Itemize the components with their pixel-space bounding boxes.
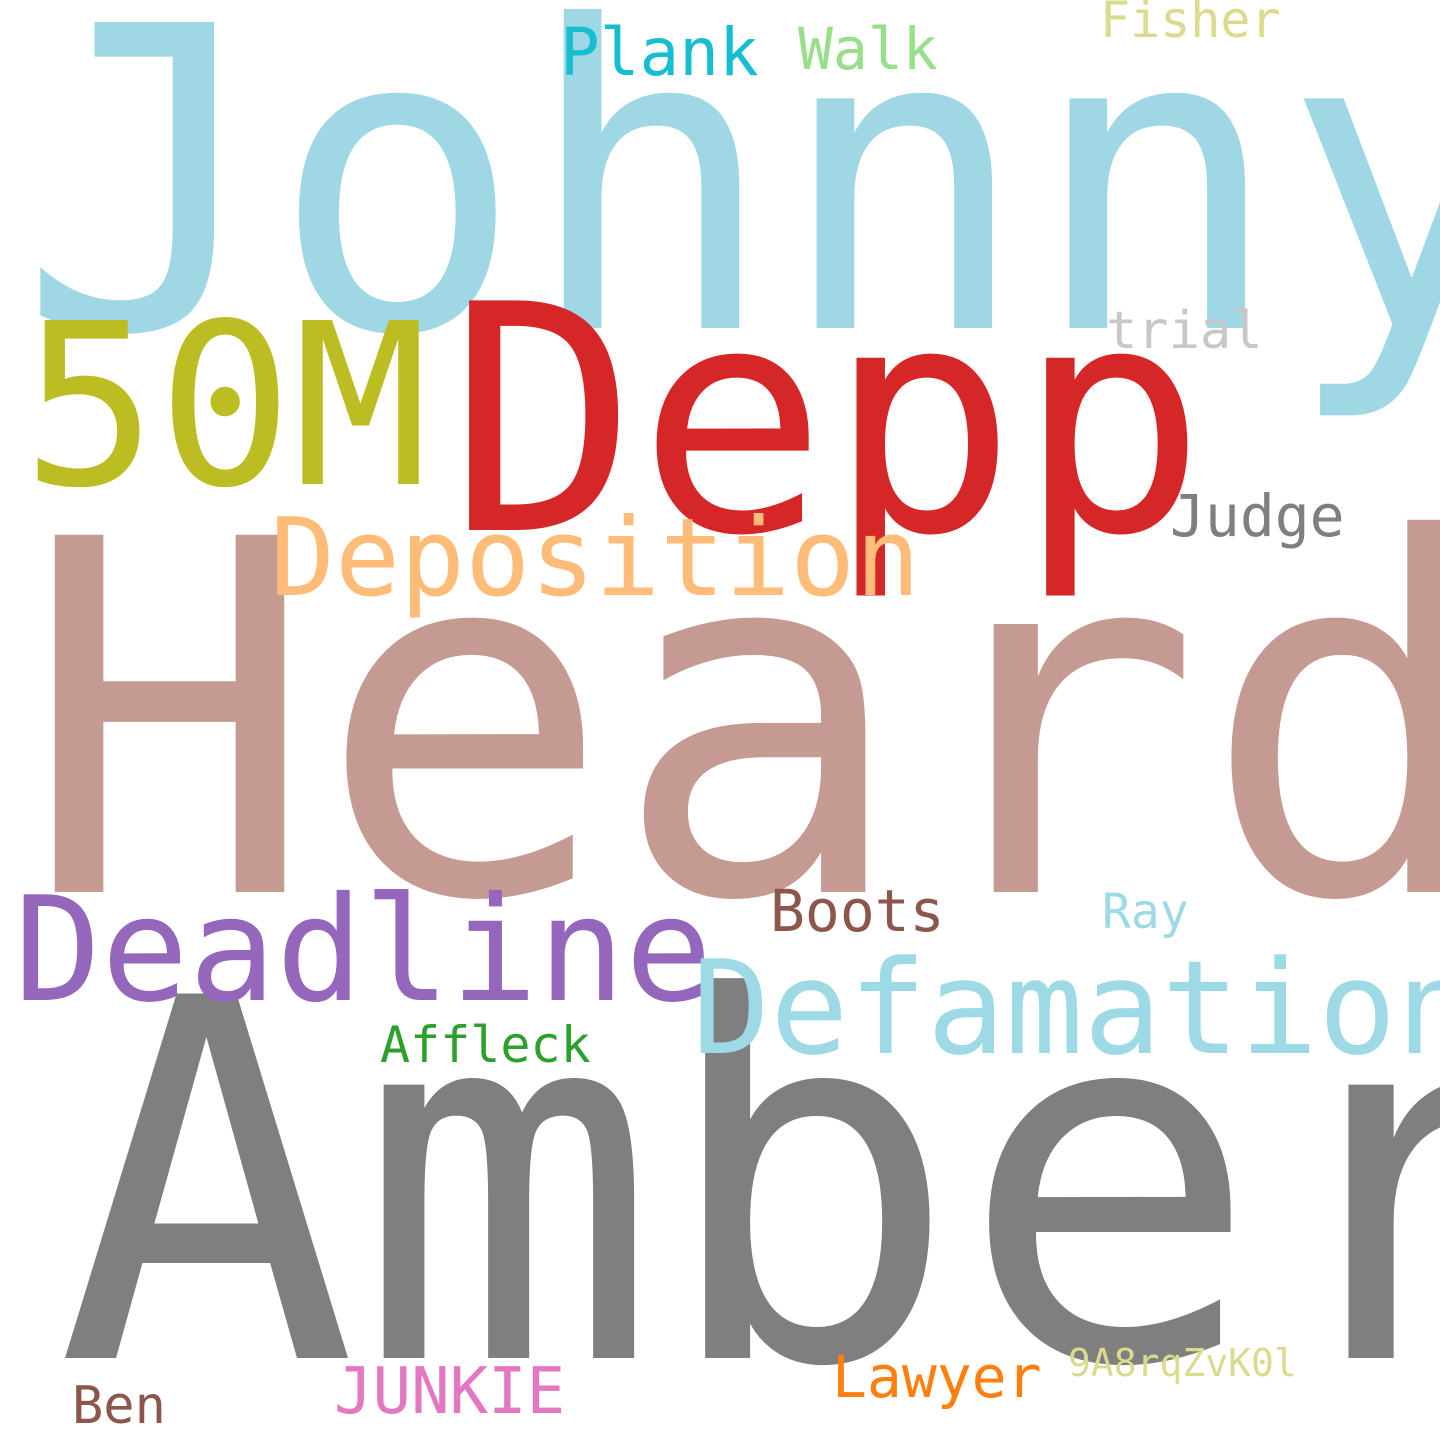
word-amber: Amber [56, 894, 1440, 1440]
word-junkie: JUNKIE [334, 1355, 566, 1429]
word-depp: Depp [448, 239, 1207, 605]
word-ben: Ben [72, 1376, 166, 1436]
word-code: 9A8rqZvK0l [1068, 1341, 1297, 1385]
word-boots: Boots [770, 877, 945, 945]
word-defamation: Defamation [692, 932, 1440, 1084]
word-ray: Ray [1102, 884, 1189, 940]
word-affleck: Affleck [380, 1016, 591, 1074]
word-deposition: Deposition [270, 496, 921, 621]
word-walk: Walk [798, 15, 938, 83]
word-lawyer: Lawyer [832, 1343, 1042, 1411]
word-trial: trial [1106, 301, 1263, 361]
word-plank: Plank [560, 14, 759, 91]
word-fisher: Fisher [1100, 0, 1281, 49]
word-heard: Heard [22, 437, 1440, 1008]
word-judge: Judge [1170, 482, 1345, 550]
word-50m: 50M [22, 276, 429, 538]
word-johnny: Johnny [18, 0, 1440, 428]
word-deadline: Deadline [14, 866, 713, 1035]
